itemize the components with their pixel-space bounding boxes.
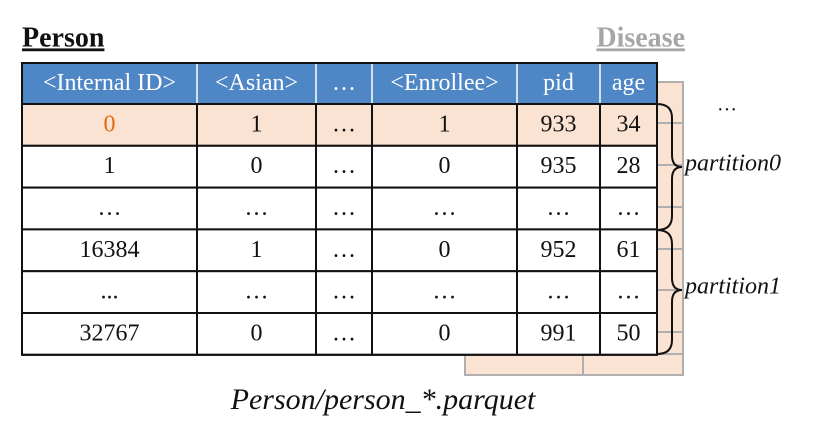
table-cell: … [433, 195, 457, 221]
table-cell: … [332, 237, 356, 263]
table-cell: … [245, 195, 269, 221]
table-cell: … [332, 279, 356, 305]
table-cell: 16384 [80, 237, 140, 263]
table-border [21, 62, 658, 356]
table-cell: 933 [541, 111, 577, 137]
column-header: pid [543, 70, 574, 96]
caption: Person/person_*.parquet [230, 383, 536, 416]
table-cell: … [332, 111, 356, 137]
table-cell: … [245, 279, 269, 305]
table-cell: ... [101, 279, 119, 305]
table-cell: 61 [617, 237, 641, 263]
table-cell: 32767 [80, 320, 140, 346]
table-cell: 28 [617, 153, 641, 179]
table-cell: … [617, 279, 641, 305]
table-cell: … [332, 320, 356, 346]
table-cell: 1 [104, 153, 116, 179]
table-cell: 50 [617, 320, 641, 346]
more-tables: … [717, 94, 737, 116]
table-cell: 0 [251, 153, 263, 179]
table-cell: … [332, 153, 356, 179]
table-cell: 991 [541, 320, 577, 346]
table-title: Person [22, 22, 105, 53]
header-row [22, 63, 657, 104]
partition-label: partition0 [683, 151, 781, 177]
partition-bracket [656, 103, 683, 231]
column-header: … [332, 70, 356, 96]
table-cell: … [547, 279, 571, 305]
table-cell: 1 [251, 111, 263, 137]
table-cell: … [332, 195, 356, 221]
table-row [21, 228, 658, 273]
table-cell: 0 [251, 320, 263, 346]
table-cell: 0 [104, 111, 116, 137]
partition-bracket [656, 229, 683, 355]
table-cell: 0 [439, 320, 451, 346]
table-cell: 34 [617, 111, 641, 137]
table-cell: 1 [251, 237, 263, 263]
table-cell: 935 [541, 153, 577, 179]
table-cell: 952 [541, 237, 577, 263]
background-table-title: Disease [596, 22, 685, 53]
column-header: <Asian> [215, 70, 298, 96]
table-cell: 1 [439, 111, 451, 137]
column-header: <Enrollee> [390, 70, 498, 96]
table-row [21, 144, 658, 189]
column-header: <Internal ID> [43, 70, 176, 96]
table-row [21, 186, 658, 231]
column-header: age [612, 70, 645, 96]
partition-label: partition1 [683, 274, 781, 300]
table-cell: … [98, 195, 122, 221]
table-cell: … [617, 195, 641, 221]
table-row [21, 270, 658, 315]
table-cell: … [547, 195, 571, 221]
table-cell: … [433, 279, 457, 305]
table-cell: 0 [439, 237, 451, 263]
table: <Internal ID> <Asian> … <Enrollee> pid age 0 1 …… [21, 62, 658, 356]
table-cell: 0 [439, 153, 451, 179]
